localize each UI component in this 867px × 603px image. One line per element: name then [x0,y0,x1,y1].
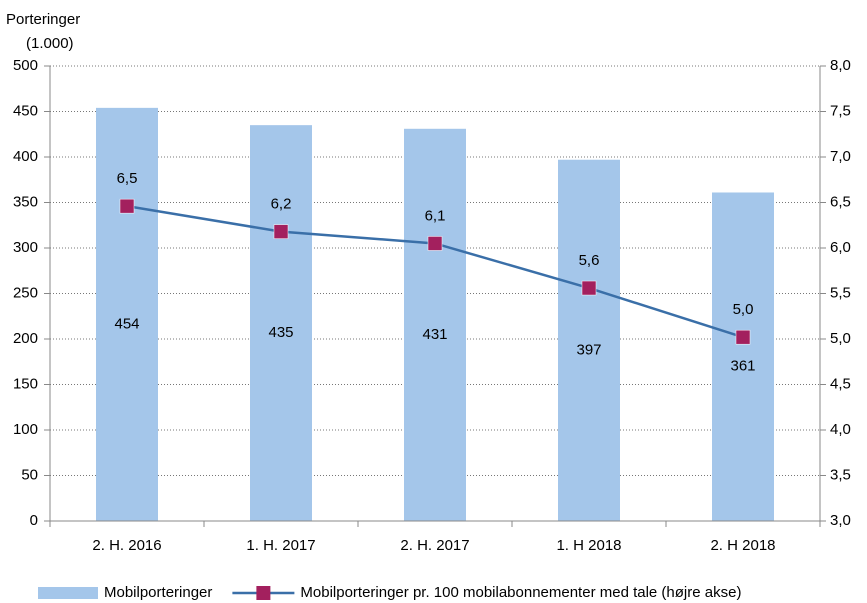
legend-label: Mobilporteringer [104,584,212,601]
y-tick-label: 450 [13,102,38,119]
bar [96,107,158,522]
line-marker [273,224,289,239]
y2-tick-label: 5,5 [830,284,851,301]
y2-tick-label: 6,5 [830,193,851,210]
line-value-label: 6,2 [271,196,292,213]
bar-value-label: 435 [268,324,293,341]
y-tick-label: 0 [30,512,38,529]
bar-value-label: 361 [730,358,755,375]
y-tick-label: 350 [13,193,38,210]
y-tick-label: 500 [13,57,38,74]
line-value-label: 6,5 [117,170,138,187]
y-tick-label: 300 [13,239,38,256]
x-tick-label: 1. H. 2017 [246,537,315,554]
y-tick-label: 50 [21,466,38,483]
x-tick-label: 2. H. 2016 [92,537,161,554]
line-value-label: 5,6 [579,252,600,269]
legend-label: Mobilporteringer pr. 100 mobilabonnement… [300,584,741,601]
x-tick-label: 2. H 2018 [710,537,775,554]
y-tick-label: 400 [13,148,38,165]
bar-value-label: 397 [576,341,601,358]
y-tick-label: 200 [13,330,38,347]
line-value-label: 5,0 [733,301,754,318]
y-tick-label: 250 [13,284,38,301]
x-tick-label: 1. H 2018 [556,537,621,554]
line-marker [119,198,135,214]
y2-tick-label: 4,0 [830,421,851,438]
bar [404,128,466,522]
y2-tick-label: 3,0 [830,512,851,529]
y2-tick-label: 7,5 [830,102,851,119]
bar [712,192,774,522]
legend-swatch [38,587,98,599]
y2-tick-label: 3,5 [830,466,851,483]
y2-tick-label: 8,0 [830,57,851,74]
y2-tick-label: 6,0 [830,239,851,256]
line-marker [735,329,751,345]
bar [558,159,620,522]
y-axis-label: Porteringer [6,11,80,28]
bar-value-label: 431 [422,326,447,343]
y-axis-unit: (1.000) [26,35,74,52]
line-value-label: 6,1 [425,207,446,224]
x-tick-label: 2. H. 2017 [400,537,469,554]
y2-tick-label: 4,5 [830,375,851,392]
legend-swatch-marker [256,586,271,600]
y2-tick-label: 5,0 [830,330,851,347]
bar [250,125,312,522]
line-marker [427,236,443,251]
y2-tick-label: 7,0 [830,148,851,165]
y-tick-label: 150 [13,375,38,392]
bar-value-label: 454 [114,315,139,332]
line-marker [581,280,597,296]
y-tick-label: 100 [13,421,38,438]
